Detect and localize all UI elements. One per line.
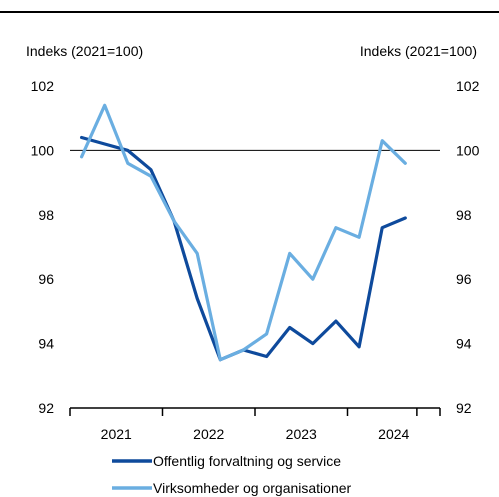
legend-label-2: Virksomheder og organisationer: [153, 480, 352, 496]
y-tick-label-left: 94: [38, 336, 54, 352]
series-lines: [79, 103, 407, 362]
x-tick-label: 2022: [193, 426, 224, 442]
y-tick-label-right: 100: [456, 142, 480, 158]
x-tick-label: 2023: [286, 426, 317, 442]
y-tick-label-left: 98: [38, 207, 54, 223]
x-tick-label: 2021: [101, 426, 132, 442]
y-tick-label-right: 92: [456, 400, 472, 416]
y-tick-label-right: 102: [456, 78, 480, 94]
y-axis-label-left: Indeks (2021=100): [26, 43, 143, 59]
series-line-1: [79, 135, 407, 362]
x-tick-label: 2024: [378, 426, 409, 442]
y-tick-label-right: 98: [456, 207, 472, 223]
y-tick-label-left: 96: [38, 271, 54, 287]
y-tick-label-left: 92: [38, 400, 54, 416]
y-tick-label-left: 100: [31, 142, 55, 158]
series-line-2: [79, 103, 407, 362]
y-axis-label-right: Indeks (2021=100): [360, 43, 477, 59]
y-tick-label-right: 96: [456, 271, 472, 287]
x-ticks: 2021 2022 2023 2024: [69, 408, 441, 442]
y-tick-label-right: 94: [456, 336, 472, 352]
y-tick-label-left: 102: [31, 78, 55, 94]
legend: Offentlig forvaltning og service Virksomh…: [112, 453, 352, 496]
y-ticks-left: 92 94 96 98 100 102: [31, 78, 55, 416]
legend-label-1: Offentlig forvaltning og service: [153, 453, 341, 469]
y-ticks-right: 92 94 96 98 100 102: [456, 78, 480, 416]
